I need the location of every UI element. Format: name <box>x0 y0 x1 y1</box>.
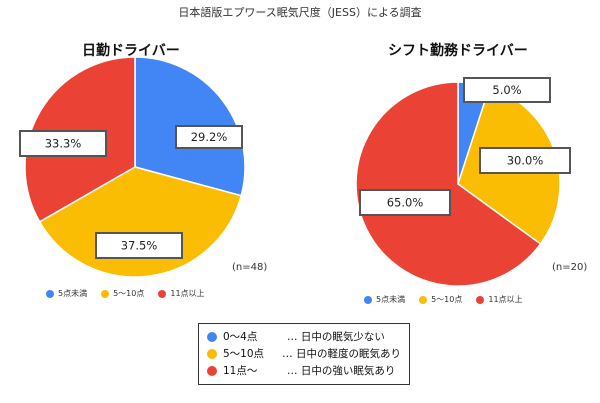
data-label-box <box>19 130 107 157</box>
data-label: 5.0% <box>463 77 551 103</box>
main-title: 日本語版エプワース眠気尺度（JESS）による調査 <box>178 6 422 19</box>
legend-dot-yellow <box>419 295 428 304</box>
mini-legend-item: 5〜10点 <box>419 294 462 305</box>
data-label-box <box>463 77 551 103</box>
data-label: 29.2% <box>175 125 243 149</box>
mini-legend-label: 5〜10点 <box>113 289 145 298</box>
legend-dot-yellow <box>101 289 110 298</box>
data-label: 65.0% <box>359 189 451 216</box>
score-legend-row: 0〜4点 … 日中の眠気少ない <box>207 328 401 345</box>
data-label-text: 29.2% <box>191 130 228 144</box>
n-label-shift: (n=20) <box>552 262 588 273</box>
data-label-box <box>479 147 571 174</box>
data-label-text: 5.0% <box>492 83 521 97</box>
legend-dot-blue <box>364 295 372 304</box>
data-label-box <box>359 189 451 216</box>
data-label: 30.0% <box>479 147 571 174</box>
mini-legend-item: 5〜10点 <box>101 288 144 299</box>
score-legend-row: 11点〜 … 日中の強い眠気あり <box>207 362 401 379</box>
mini-legend-shift: 5点未満 5〜10点 11点以上 <box>364 294 523 305</box>
data-label: 37.5% <box>95 232 183 259</box>
legend-dot-red <box>158 289 167 298</box>
mini-legend-label: 11点以上 <box>488 295 523 304</box>
score-description: … 日中の眠気少ない <box>287 331 385 343</box>
score-description: … 日中の強い眠気あり <box>287 365 396 377</box>
data-label-text: 30.0% <box>507 154 544 168</box>
pie-slice-red <box>355 81 542 287</box>
mini-legend-item: 11点以上 <box>476 294 523 305</box>
n-label-day: (n=48) <box>232 262 268 273</box>
mini-legend-label: 11点以上 <box>170 289 205 298</box>
legend-dot-red <box>207 365 217 376</box>
data-label-text: 37.5% <box>121 239 158 253</box>
score-description: … 日中の軽度の眠気あり <box>282 348 401 360</box>
score-range: 5〜10点 <box>223 348 265 360</box>
pie-slice-yellow <box>38 166 243 278</box>
mini-legend-item: 11点以上 <box>158 288 205 299</box>
score-legend-row: 5〜10点 … 日中の軽度の眠気あり <box>207 345 401 362</box>
mini-legend-day: 5点未満 5〜10点 11点以上 <box>46 288 205 299</box>
legend-dot-blue <box>207 331 217 342</box>
data-label-box <box>95 232 183 259</box>
score-range: 11点〜 <box>223 365 258 377</box>
score-range: 0〜4点 <box>223 331 258 343</box>
mini-legend-label: 5点未満 <box>58 289 88 298</box>
data-label: 33.3% <box>19 130 107 157</box>
mini-legend-label: 5〜10点 <box>431 295 463 304</box>
data-label-text: 33.3% <box>45 137 82 151</box>
data-label-text: 65.0% <box>387 196 424 210</box>
legend-dot-blue <box>46 289 54 298</box>
legend-dot-yellow <box>207 348 217 359</box>
chart-title-shift: シフト勤務ドライバー <box>388 43 528 59</box>
data-label-box <box>175 125 243 149</box>
score-legend-box: 0〜4点 … 日中の眠気少ない 5〜10点 … 日中の軽度の眠気あり 11点〜 … <box>198 323 410 385</box>
legend-dot-red <box>476 295 485 304</box>
chart-title-day: 日勤ドライバー <box>82 43 180 59</box>
mini-legend-item: 5点未満 <box>46 288 87 299</box>
mini-legend-item: 5点未満 <box>364 294 405 305</box>
mini-legend-label: 5点未満 <box>376 295 406 304</box>
